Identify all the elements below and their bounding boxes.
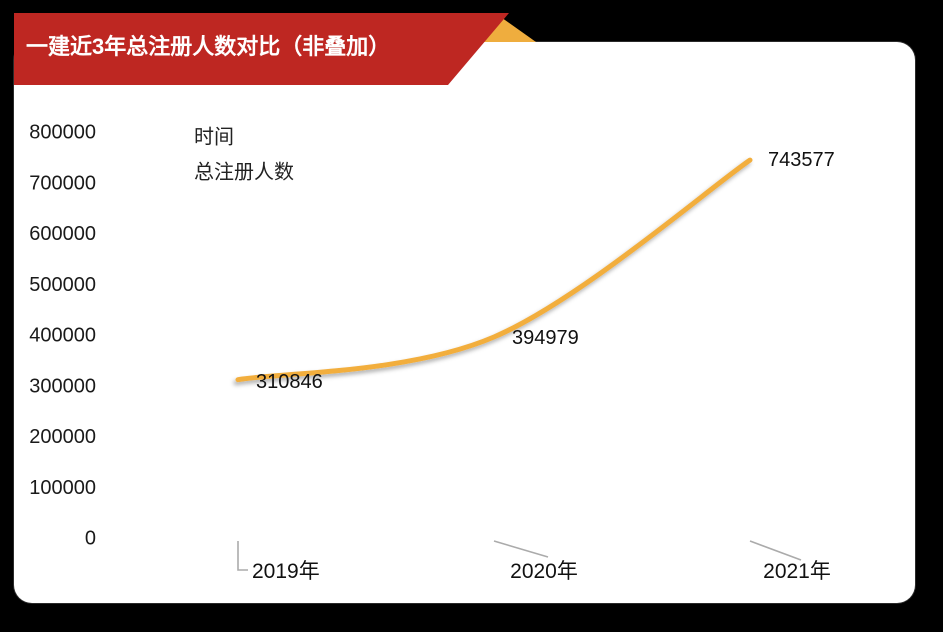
banner-fold-icon	[466, 15, 536, 42]
chart-card	[14, 42, 915, 603]
